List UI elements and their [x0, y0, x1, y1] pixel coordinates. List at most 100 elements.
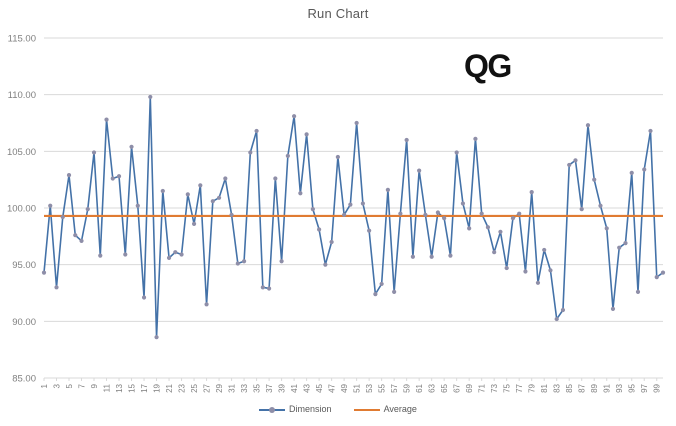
data-point-marker — [285, 153, 290, 158]
x-axis-tick-label: 41 — [290, 383, 299, 392]
data-point-marker — [479, 211, 484, 216]
data-point-marker — [292, 114, 297, 119]
data-point-marker — [448, 253, 453, 258]
data-point-marker — [73, 233, 78, 238]
data-point-marker — [329, 239, 334, 245]
x-axis-tick-label: 65 — [440, 383, 449, 392]
data-point-marker — [660, 270, 666, 275]
data-point-marker — [354, 120, 359, 126]
data-point-marker — [104, 117, 109, 122]
data-point-marker — [254, 128, 259, 134]
data-point-marker — [79, 238, 84, 243]
y-axis-tick-label: 105.00 — [7, 147, 36, 158]
x-axis-tick-label: 1 — [40, 383, 49, 388]
x-axis-tick-label: 3 — [53, 383, 62, 388]
data-point-marker — [348, 202, 353, 207]
data-point-marker — [85, 207, 90, 212]
data-point-marker — [204, 302, 209, 307]
data-point-marker — [523, 269, 528, 274]
data-point-marker — [235, 261, 240, 266]
data-point-marker — [535, 280, 541, 285]
data-point-marker — [385, 187, 390, 192]
legend-item-dimension[interactable]: Dimension — [259, 404, 332, 414]
data-point-marker — [335, 154, 340, 160]
legend-item-average[interactable]: Average — [353, 404, 417, 414]
data-point-marker — [654, 275, 659, 280]
data-point-marker — [423, 212, 428, 217]
x-axis-tick-label: 93 — [615, 383, 624, 392]
chart-legend: Dimension Average — [0, 404, 676, 414]
data-point-marker — [210, 199, 215, 204]
y-axis-tick-label: 115.00 — [8, 34, 36, 45]
data-point-marker — [642, 167, 647, 172]
data-point-marker — [48, 203, 53, 208]
data-point-marker — [160, 188, 165, 194]
data-point-marker — [485, 225, 491, 230]
data-point-marker — [623, 241, 628, 246]
x-axis-tick-label: 71 — [478, 383, 487, 392]
data-point-marker — [517, 211, 522, 216]
data-point-marker — [135, 203, 140, 208]
x-axis-tick-label: 59 — [403, 383, 412, 392]
x-axis-tick-label: 35 — [253, 383, 262, 392]
data-point-marker — [367, 228, 372, 233]
data-point-marker — [498, 229, 503, 234]
data-point-marker — [398, 211, 403, 216]
x-axis-tick-label: 29 — [215, 383, 224, 392]
x-axis-tick-label: 49 — [340, 383, 349, 392]
x-axis-tick-label: 51 — [353, 383, 362, 392]
y-axis-tick-label: 85.00 — [12, 374, 36, 385]
x-axis-tick-label: 87 — [578, 383, 587, 392]
x-axis-tick-label: 7 — [78, 383, 87, 388]
x-axis-tick-label: 95 — [628, 383, 637, 392]
x-axis-tick-label: 47 — [328, 383, 337, 392]
data-point-marker — [98, 253, 103, 258]
data-point-marker — [185, 192, 190, 197]
data-point-marker — [41, 270, 47, 275]
data-point-marker — [223, 176, 228, 181]
x-axis-tick-label: 63 — [428, 383, 437, 392]
x-axis-tick-label: 97 — [640, 383, 649, 392]
page-title: Run Chart — [307, 6, 369, 21]
x-axis-tick-label: 25 — [190, 383, 199, 392]
data-point-marker — [216, 195, 222, 200]
y-axis-tick-label: 95.00 — [12, 260, 36, 271]
legend-label-average: Average — [383, 404, 417, 414]
data-point-marker — [116, 174, 122, 179]
x-axis-tick-label: 31 — [228, 383, 237, 392]
legend-swatch-dimension-icon — [259, 405, 286, 414]
x-axis-tick-label: 15 — [128, 383, 137, 392]
data-point-marker — [629, 170, 634, 175]
data-point-marker — [173, 250, 178, 255]
data-point-marker — [123, 252, 128, 257]
data-point-marker — [317, 227, 322, 232]
data-point-marker — [598, 203, 603, 208]
data-point-marker — [379, 281, 384, 287]
data-point-marker — [241, 259, 247, 264]
data-point-marker — [554, 316, 559, 322]
data-point-marker — [60, 214, 65, 220]
data-point-marker — [473, 136, 478, 141]
x-axis-tick-label: 89 — [590, 383, 599, 392]
x-axis-tick-label: 45 — [315, 383, 324, 392]
data-point-marker — [392, 289, 397, 294]
data-point-marker — [91, 150, 97, 155]
data-point-marker — [229, 212, 234, 217]
data-point-marker — [310, 207, 315, 212]
data-point-marker — [467, 226, 472, 231]
data-point-marker — [129, 144, 134, 149]
data-point-marker — [454, 150, 459, 155]
x-axis-tick-label: 67 — [453, 383, 462, 392]
data-point-marker — [635, 289, 641, 294]
x-axis-tick-label: 61 — [415, 383, 424, 392]
x-axis-tick-label: 5 — [65, 383, 74, 388]
x-axis-tick-label: 21 — [165, 383, 174, 392]
data-point-marker — [373, 292, 378, 297]
x-axis-tick-label: 11 — [103, 383, 112, 392]
x-axis-tick-label: 37 — [265, 383, 274, 392]
x-axis-tick-label: 81 — [540, 383, 549, 392]
data-point-marker — [610, 306, 616, 311]
x-axis-tick-label: 75 — [503, 383, 512, 392]
data-point-marker — [529, 190, 534, 195]
